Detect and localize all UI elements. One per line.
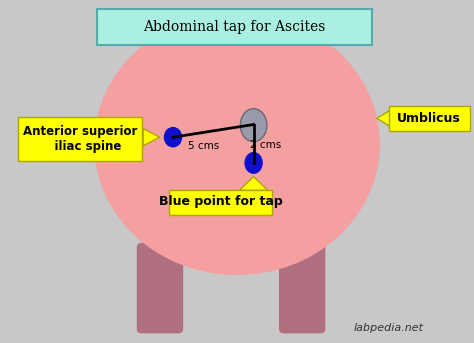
FancyBboxPatch shape [389, 106, 470, 131]
FancyBboxPatch shape [18, 117, 142, 161]
Polygon shape [143, 129, 160, 146]
Text: Anterior superior
    iliac spine: Anterior superior iliac spine [23, 125, 137, 153]
Polygon shape [239, 177, 268, 190]
Ellipse shape [164, 128, 182, 147]
FancyBboxPatch shape [137, 244, 182, 333]
Text: Umblicus: Umblicus [397, 112, 461, 125]
FancyBboxPatch shape [280, 244, 325, 333]
Ellipse shape [95, 14, 379, 274]
Text: 5 cms: 5 cms [188, 141, 219, 151]
Polygon shape [377, 110, 391, 127]
Text: Abdominal tap for Ascites: Abdominal tap for Ascites [144, 20, 326, 34]
Text: labpedia.net: labpedia.net [354, 322, 424, 333]
FancyBboxPatch shape [169, 190, 272, 215]
Ellipse shape [245, 153, 262, 173]
FancyBboxPatch shape [97, 9, 372, 45]
Ellipse shape [240, 109, 267, 142]
Text: Blue point for tap: Blue point for tap [158, 195, 283, 208]
Text: 2 cms: 2 cms [250, 140, 281, 150]
